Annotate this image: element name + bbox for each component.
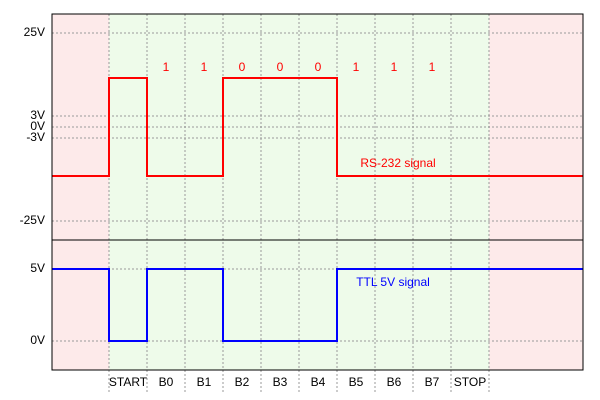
rs232-wave — [52, 77, 583, 177]
column-label: B1 — [197, 375, 212, 389]
bit-label: 0 — [277, 60, 284, 74]
waveforms — [52, 77, 583, 342]
column-label: B4 — [311, 375, 326, 389]
bit-label: 1 — [353, 60, 360, 74]
column-label: STOP — [454, 375, 486, 389]
y-label: 3V — [30, 108, 45, 122]
y-label: 0V — [30, 333, 45, 347]
column-label: B6 — [387, 375, 402, 389]
bit-label: 0 — [315, 60, 322, 74]
rs232-label: RS-232 signal — [360, 156, 435, 170]
bit-label: 1 — [163, 60, 170, 74]
y-label: -3V — [26, 130, 45, 144]
y-label: 5V — [30, 261, 45, 275]
grid — [52, 14, 583, 392]
column-label: START — [109, 375, 148, 389]
y-label: 25V — [24, 25, 45, 39]
ttl-wave — [52, 268, 583, 342]
bit-label: 1 — [429, 60, 436, 74]
ttl-label: TTL 5V signal — [356, 275, 430, 289]
column-label: B3 — [273, 375, 288, 389]
idle-region — [489, 14, 583, 370]
bit-label: 1 — [201, 60, 208, 74]
y-label: 0V — [30, 119, 45, 133]
column-label: B7 — [425, 375, 440, 389]
column-label: B0 — [159, 375, 174, 389]
bit-label: 1 — [391, 60, 398, 74]
column-label: B5 — [349, 375, 364, 389]
plot-border — [51, 13, 584, 371]
bit-label: 0 — [239, 60, 246, 74]
column-label: B2 — [235, 375, 250, 389]
y-label: -25V — [20, 213, 45, 227]
idle-region — [52, 14, 109, 370]
